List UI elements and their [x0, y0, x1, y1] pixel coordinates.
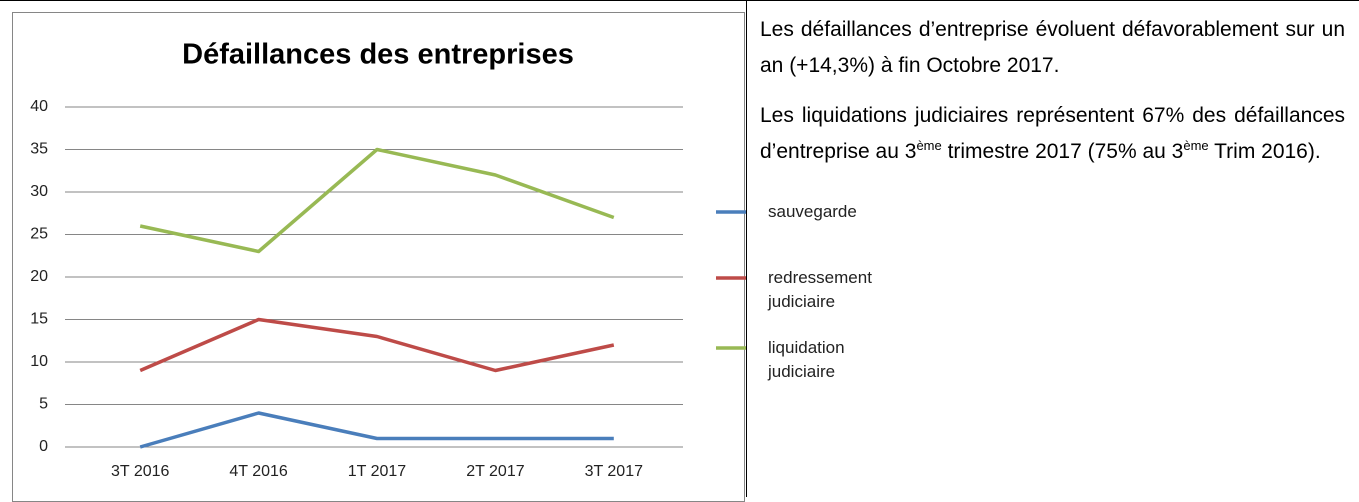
superscript: ème: [916, 138, 942, 153]
x-tick-label: 1T 2017: [348, 463, 407, 480]
divider: [746, 0, 747, 497]
y-tick-label: 25: [30, 226, 48, 243]
y-tick-label: 30: [30, 183, 48, 200]
text: Les liquidations judiciaires représenten…: [760, 104, 1345, 163]
y-tick-label: 15: [30, 311, 48, 328]
legend-label: sauvegarde: [768, 202, 857, 221]
series-line: [139, 411, 614, 449]
legend-label: liquidation judiciaire: [768, 338, 845, 381]
chart: Défaillances des entreprises 0 5 10 15 20 25 3…: [30, 39, 746, 480]
x-tick-label: 3T 2017: [585, 463, 644, 480]
y-tick-label: 5: [39, 396, 48, 413]
series-line: [139, 147, 615, 254]
text: trimestre 2017 (75% au 3: [941, 140, 1184, 163]
x-tick-label: 3T 2016: [111, 463, 170, 480]
text: Trim 2016).: [1208, 140, 1321, 163]
text: Les défaillances d’entreprise évoluent d…: [760, 18, 1345, 77]
text-column: Les défaillances d’entreprise évoluent d…: [760, 12, 1345, 184]
y-tick-label: 20: [30, 268, 48, 285]
x-tick-label: 4T 2016: [229, 463, 288, 480]
superscript: ème: [1183, 138, 1209, 153]
paragraph: Les liquidations judiciaires représenten…: [760, 98, 1345, 170]
x-tick-label: 2T 2017: [466, 463, 525, 480]
y-tick-label: 10: [30, 353, 48, 370]
paragraph: Les défaillances d’entreprise évoluent d…: [760, 12, 1345, 84]
chart-title: Défaillances des entreprises: [182, 39, 574, 71]
series-line: [139, 317, 615, 373]
y-tick-label: 40: [30, 98, 48, 115]
y-tick-label: 35: [30, 141, 48, 158]
y-tick-label: 0: [39, 438, 48, 455]
legend-label: redressement judiciaire: [768, 268, 872, 311]
